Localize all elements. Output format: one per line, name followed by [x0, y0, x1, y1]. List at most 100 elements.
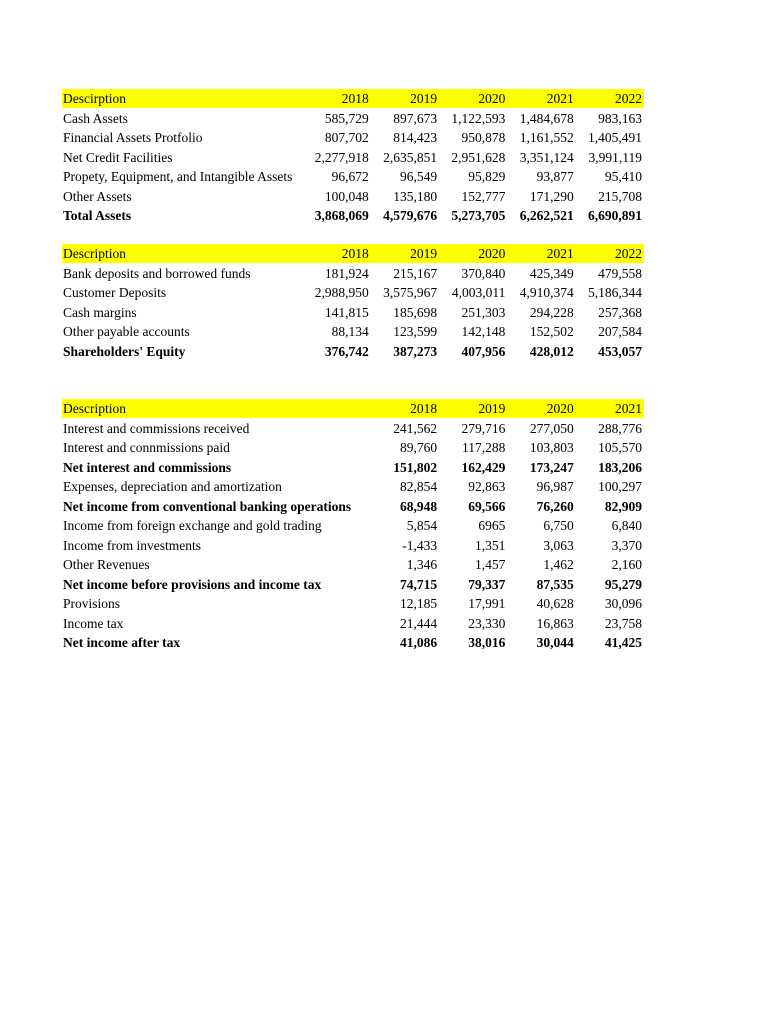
row-value: 807,702: [324, 130, 369, 145]
row-label: Cash margins: [63, 304, 137, 320]
row-value: 4,910,374: [519, 285, 574, 300]
row-value: 2,160: [611, 557, 642, 572]
header-value: 2020: [546, 401, 574, 416]
row-value: 89,760: [399, 440, 438, 455]
row-value: 87,535: [536, 576, 574, 592]
row-label: Customer Deposits: [63, 285, 167, 300]
row-value: 3,575,967: [383, 285, 438, 300]
row-value: 2,635,851: [383, 149, 438, 165]
row-value: 294,228: [529, 304, 574, 320]
row-value: 105,570: [598, 440, 642, 455]
row-label: Total Assets: [63, 208, 132, 223]
row-value: 2,951,628: [451, 149, 506, 165]
row-value: 82,854: [399, 479, 438, 494]
row-value: 100,048: [324, 188, 369, 204]
row-value: 5,854: [406, 518, 438, 533]
row-value: 69,566: [468, 498, 506, 514]
row-value: 1,405,491: [588, 130, 642, 145]
row-value: 152,777: [461, 188, 506, 204]
row-value: 453,057: [598, 343, 642, 359]
row-value: 370,840: [461, 265, 506, 281]
row-value: 92,863: [468, 479, 506, 494]
row-value: 17,991: [468, 596, 506, 611]
row-value: 983,163: [598, 110, 642, 126]
row-value: 6,262,521: [519, 208, 574, 223]
row-value: 141,815: [324, 304, 369, 320]
row-value: 279,716: [461, 420, 506, 436]
row-value: 814,423: [393, 130, 438, 145]
row-label: Net income before provisions and income …: [63, 576, 322, 592]
row-value: 288,776: [598, 420, 642, 436]
header-band: [62, 89, 644, 108]
row-value: 1,457: [475, 557, 506, 572]
row-value: 96,549: [399, 169, 438, 184]
row-value: 96,672: [331, 169, 369, 184]
row-value: 23,758: [604, 615, 642, 631]
row-value: 428,012: [529, 343, 574, 359]
row-value: 3,868,069: [314, 208, 369, 223]
row-value: 1,462: [543, 557, 574, 572]
row-label: Net income after tax: [63, 635, 181, 650]
row-label: Interest and commissions received: [63, 420, 250, 436]
row-value: 123,599: [393, 324, 438, 339]
header-label: Descirption: [63, 91, 126, 106]
row-label: Other Revenues: [63, 557, 150, 572]
header-value: 2020: [478, 246, 506, 261]
row-value: 6965: [478, 518, 506, 533]
row-label: Income tax: [63, 615, 124, 631]
row-value: 41,425: [604, 635, 642, 650]
row-label: Net income from conventional banking ope…: [63, 498, 352, 514]
row-value: 23,330: [468, 615, 506, 631]
header-value: 2020: [478, 91, 506, 106]
row-value: 68,948: [399, 498, 438, 514]
row-value: 241,562: [393, 420, 438, 436]
row-label: Propety, Equipment, and Intangible Asset…: [63, 169, 293, 184]
header-label: Description: [63, 246, 126, 261]
row-value: 207,584: [598, 324, 642, 339]
row-value: 95,829: [468, 169, 506, 184]
row-value: 185,698: [393, 304, 438, 320]
row-value: 215,167: [393, 265, 438, 281]
header-value: 2022: [615, 91, 642, 106]
row-value: 1,351: [475, 537, 506, 553]
row-value: 142,148: [461, 324, 506, 339]
row-label: Net Credit Facilities: [63, 149, 173, 165]
row-label: Income from investments: [63, 537, 201, 553]
row-value: 897,673: [393, 110, 438, 126]
header-value: 2021: [546, 246, 574, 261]
row-value: 40,628: [536, 596, 574, 611]
row-value: 425,349: [529, 265, 574, 281]
header-value: 2022: [615, 246, 642, 261]
row-value: 103,803: [529, 440, 574, 455]
header-label: Description: [63, 401, 126, 416]
row-value: 1,161,552: [519, 130, 574, 145]
row-value: 3,991,119: [588, 149, 643, 165]
header-value: 2019: [410, 246, 438, 261]
header-band: [62, 399, 644, 418]
row-value: 3,370: [611, 537, 642, 553]
row-value: 100,297: [598, 479, 642, 494]
row-value: -1,433: [402, 537, 438, 553]
row-label: Shareholders' Equity: [63, 343, 186, 359]
row-value: 152,502: [529, 324, 574, 339]
row-value: 257,368: [598, 304, 642, 320]
header-value: 2019: [478, 401, 506, 416]
row-label: Expenses, depreciation and amortization: [63, 479, 282, 494]
row-value: 12,185: [399, 596, 438, 611]
header-value: 2021: [615, 401, 642, 416]
row-value: 3,351,124: [519, 149, 574, 165]
row-value: 30,096: [604, 596, 642, 611]
row-value: 88,134: [331, 324, 369, 339]
row-value: 376,742: [324, 343, 369, 359]
row-value: 407,956: [461, 343, 506, 359]
row-value: 3,063: [543, 537, 574, 553]
row-value: 41,086: [399, 635, 438, 650]
row-value: 82,909: [604, 498, 642, 514]
row-label: Financial Assets Protfolio: [63, 130, 203, 145]
row-value: 479,558: [598, 265, 642, 281]
row-label: Cash Assets: [63, 110, 128, 126]
row-value: 74,715: [399, 576, 438, 592]
row-value: 93,877: [536, 169, 574, 184]
row-value: 135,180: [393, 188, 438, 204]
